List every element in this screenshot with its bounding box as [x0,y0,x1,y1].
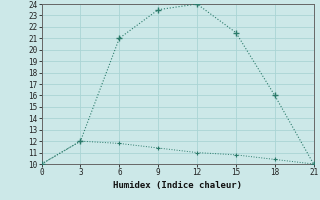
X-axis label: Humidex (Indice chaleur): Humidex (Indice chaleur) [113,181,242,190]
